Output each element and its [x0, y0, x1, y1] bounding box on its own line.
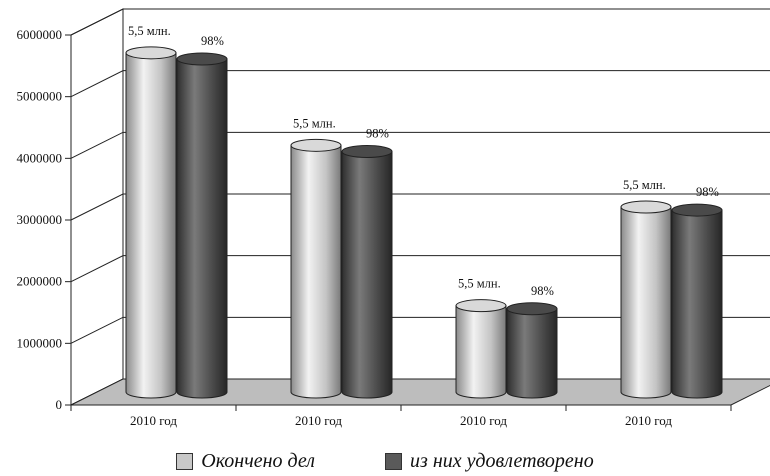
bar-top	[620, 200, 672, 214]
category-label: 2010 год	[295, 413, 342, 428]
bar-body	[176, 58, 228, 399]
gridline	[70, 316, 770, 344]
data-label: 5,5 млн.	[293, 116, 336, 130]
bar	[455, 299, 507, 399]
data-label: 5,5 млн.	[458, 277, 501, 291]
bar-body	[125, 52, 177, 399]
gridline	[70, 70, 770, 98]
gridline	[70, 193, 770, 221]
y-tick-label: 6000000	[17, 27, 63, 42]
bar-top	[290, 138, 342, 152]
category-label: 2010 год	[460, 413, 507, 428]
bar-body	[341, 151, 393, 399]
y-tick-label: 5000000	[17, 89, 63, 104]
legend-item-1: Окончено дел	[176, 450, 315, 473]
gridline	[70, 8, 770, 36]
bar	[176, 52, 228, 399]
category-label: 2010 год	[625, 413, 672, 428]
bar-top	[341, 145, 393, 158]
bar-top	[506, 302, 558, 316]
data-label: 98%	[366, 127, 389, 141]
bar-body	[455, 305, 507, 399]
x-axis: 2010 год 2010 год 2010 год 2010 год	[70, 404, 732, 428]
legend-label-2: из них удовлетворено	[410, 449, 594, 472]
bar-top	[671, 203, 723, 217]
bar	[125, 46, 177, 399]
data-label: 98%	[201, 34, 224, 48]
y-axis: 0 1000000 2000000 3000000 4000000 5000000 6000…	[17, 27, 72, 412]
legend-item-2: из них удовлетворено	[385, 450, 594, 473]
data-labels: 5,5 млн. 98% 5,5 млн. 98% 5,5 млн. 98% 5,5 млн…	[128, 24, 719, 298]
bar	[671, 203, 723, 399]
data-label: 5,5 млн.	[623, 178, 666, 192]
bar	[620, 200, 672, 399]
bar-body	[671, 209, 723, 399]
bar-top	[455, 299, 507, 313]
data-label: 98%	[696, 185, 719, 199]
y-tick-label: 2000000	[17, 274, 63, 289]
bar-top	[176, 52, 228, 66]
bar-body	[290, 144, 342, 399]
bar-body	[506, 308, 558, 399]
chart: 0 1000000 2000000 3000000 4000000 5000000 6000…	[17, 8, 770, 428]
legend-label-1: Окончено дел	[201, 449, 316, 472]
bar	[290, 138, 342, 399]
bar	[341, 145, 393, 399]
chart-back-wall	[70, 8, 770, 406]
chart-bars	[125, 46, 723, 399]
category-label: 2010 год	[130, 413, 177, 428]
data-label: 98%	[531, 284, 554, 298]
legend: Окончено дел из них удовлетворено	[0, 448, 770, 474]
legend-swatch-1	[176, 452, 194, 470]
y-tick-label: 3000000	[17, 212, 63, 227]
y-tick-label: 4000000	[17, 150, 63, 165]
bar-body	[620, 206, 672, 399]
y-tick-label: 0	[56, 397, 63, 412]
gridline	[70, 131, 770, 159]
legend-swatch-2	[385, 452, 403, 470]
gridline	[70, 255, 770, 283]
y-tick-label: 1000000	[17, 335, 63, 350]
bar	[506, 302, 558, 399]
data-label: 5,5 млн.	[128, 24, 171, 38]
bar-top	[125, 46, 177, 60]
